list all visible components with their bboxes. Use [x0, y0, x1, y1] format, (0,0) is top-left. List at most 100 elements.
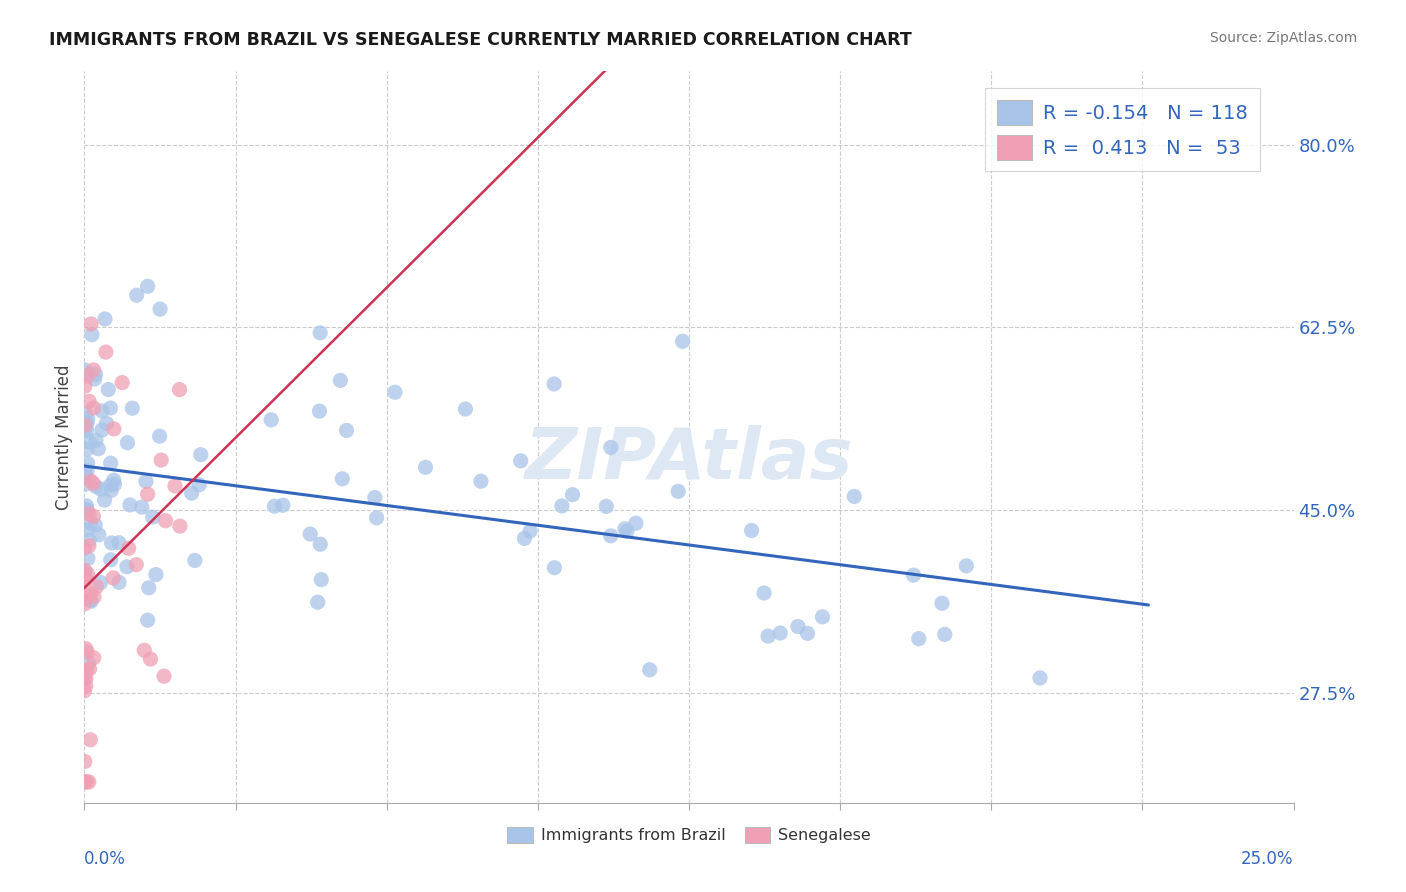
- Point: [125, 558, 148, 572]
- Point: [330, 472, 353, 486]
- Point: [599, 441, 621, 455]
- Point: [86, 580, 108, 594]
- Point: [108, 535, 131, 549]
- Point: [787, 619, 810, 633]
- Point: [513, 532, 536, 546]
- Point: [551, 499, 574, 513]
- Point: [84, 518, 107, 533]
- Point: [84, 479, 107, 493]
- Text: IMMIGRANTS FROM BRAZIL VS SENEGALESE CURRENTLY MARRIED CORRELATION CHART: IMMIGRANTS FROM BRAZIL VS SENEGALESE CUR…: [49, 31, 912, 49]
- Point: [103, 477, 125, 491]
- Point: [77, 551, 100, 566]
- Point: [100, 483, 122, 498]
- Point: [117, 541, 139, 556]
- Point: [75, 470, 97, 484]
- Point: [118, 498, 141, 512]
- Point: [75, 573, 97, 587]
- Point: [79, 367, 101, 381]
- Point: [1029, 671, 1052, 685]
- Point: [263, 500, 285, 514]
- Text: 0.0%: 0.0%: [84, 850, 127, 868]
- Point: [169, 383, 191, 397]
- Point: [100, 456, 122, 470]
- Point: [75, 775, 97, 789]
- Point: [666, 484, 689, 499]
- Point: [84, 434, 107, 448]
- Point: [309, 326, 332, 340]
- Point: [75, 672, 97, 686]
- Point: [73, 563, 96, 577]
- Point: [111, 376, 134, 390]
- Point: [73, 465, 96, 479]
- Point: [87, 528, 110, 542]
- Point: [73, 671, 96, 685]
- Point: [153, 669, 176, 683]
- Point: [79, 435, 101, 450]
- Point: [366, 511, 388, 525]
- Point: [103, 571, 125, 585]
- Point: [309, 537, 332, 551]
- Point: [364, 491, 387, 505]
- Point: [94, 345, 117, 359]
- Point: [75, 571, 97, 585]
- Point: [77, 656, 100, 670]
- Point: [73, 683, 96, 698]
- Point: [79, 662, 101, 676]
- Point: [260, 413, 283, 427]
- Point: [97, 383, 120, 397]
- Point: [796, 626, 818, 640]
- Point: [811, 610, 834, 624]
- Point: [80, 317, 103, 331]
- Point: [73, 379, 96, 393]
- Point: [470, 475, 492, 489]
- Point: [145, 567, 167, 582]
- Point: [76, 566, 98, 581]
- Point: [79, 516, 101, 531]
- Point: [741, 524, 763, 538]
- Point: [108, 575, 131, 590]
- Point: [169, 519, 191, 533]
- Point: [931, 596, 953, 610]
- Point: [138, 581, 160, 595]
- Point: [75, 665, 97, 680]
- Point: [75, 641, 97, 656]
- Point: [903, 568, 925, 582]
- Point: [73, 418, 96, 433]
- Point: [83, 372, 105, 386]
- Point: [415, 460, 437, 475]
- Point: [519, 524, 541, 538]
- Point: [94, 312, 117, 326]
- Point: [103, 473, 125, 487]
- Point: [934, 627, 956, 641]
- Point: [139, 652, 162, 666]
- Point: [308, 404, 330, 418]
- Point: [180, 486, 202, 500]
- Point: [76, 775, 98, 789]
- Point: [87, 442, 110, 456]
- Point: [100, 478, 122, 492]
- Point: [73, 363, 96, 377]
- Point: [599, 529, 621, 543]
- Point: [82, 476, 104, 491]
- Point: [769, 626, 792, 640]
- Point: [117, 435, 139, 450]
- Point: [75, 467, 97, 481]
- Point: [77, 394, 100, 409]
- Point: [509, 454, 531, 468]
- Point: [671, 334, 693, 349]
- Point: [155, 514, 177, 528]
- Point: [83, 590, 105, 604]
- Point: [79, 533, 101, 547]
- Point: [149, 302, 172, 317]
- Point: [329, 373, 352, 387]
- Point: [76, 416, 98, 430]
- Point: [76, 456, 98, 470]
- Point: [76, 463, 98, 477]
- Point: [80, 327, 103, 342]
- Point: [299, 527, 322, 541]
- Point: [756, 629, 779, 643]
- Text: Source: ZipAtlas.com: Source: ZipAtlas.com: [1209, 31, 1357, 45]
- Point: [190, 448, 212, 462]
- Point: [134, 643, 156, 657]
- Point: [309, 573, 332, 587]
